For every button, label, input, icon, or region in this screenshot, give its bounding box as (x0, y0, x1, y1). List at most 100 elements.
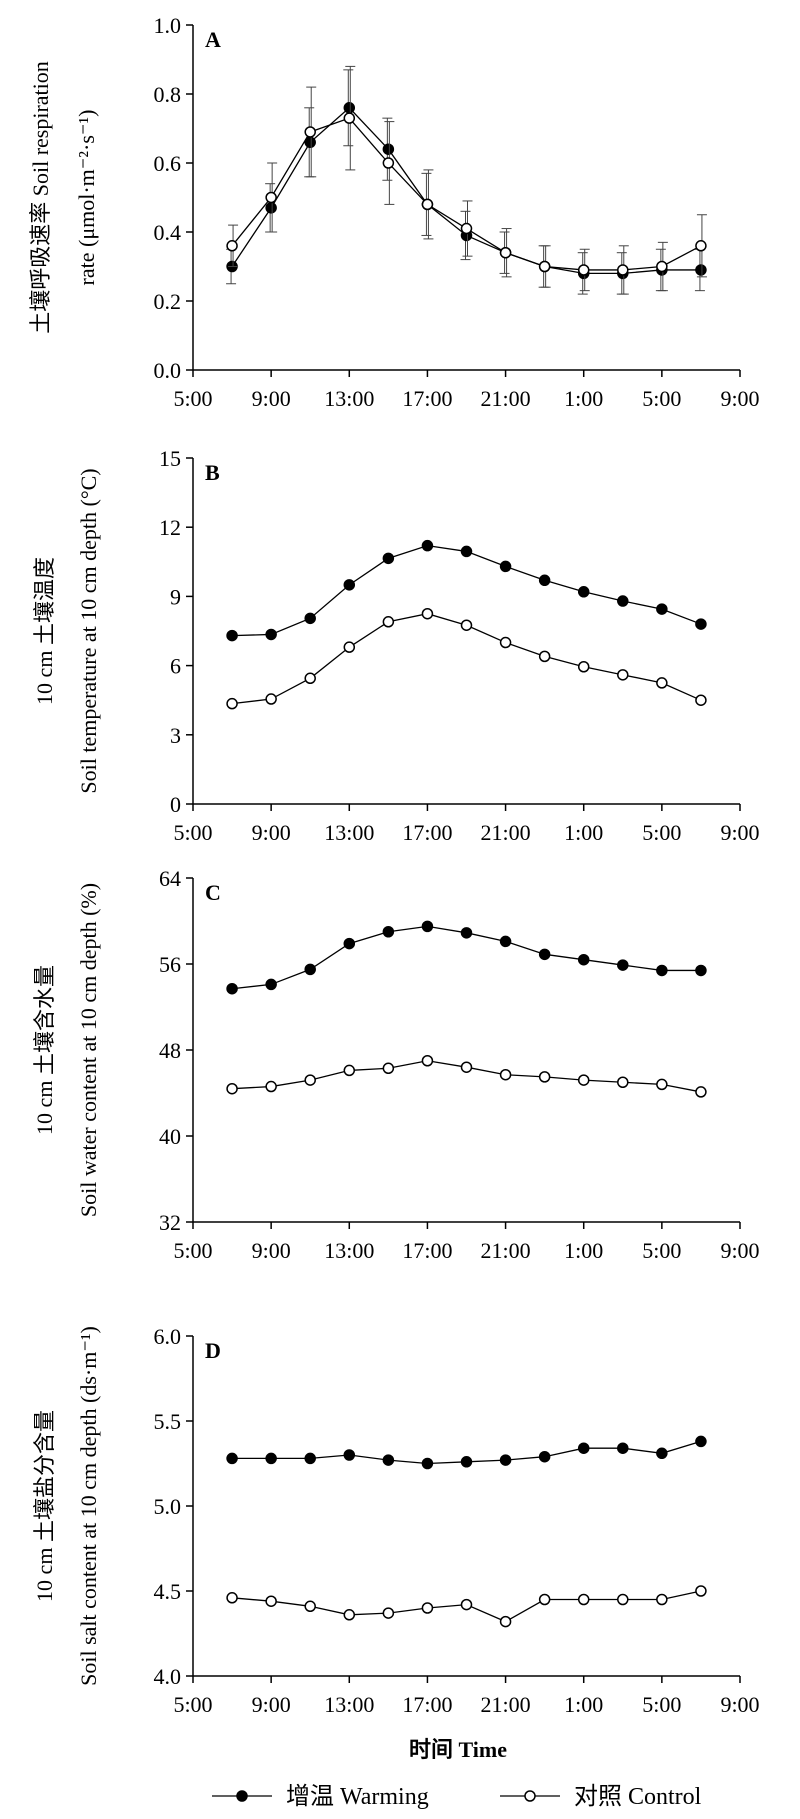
series-control (226, 65, 707, 295)
data-point (421, 1055, 434, 1067)
x-tick-label: 21:00 (481, 1692, 531, 1717)
data-point (265, 978, 277, 991)
data-point (617, 264, 629, 276)
data-point (304, 1600, 316, 1613)
x-tick-label: 1:00 (564, 1238, 603, 1263)
data-point (265, 1595, 277, 1607)
data-point (695, 964, 707, 977)
panel-tag: C (205, 880, 221, 905)
data-point (226, 629, 238, 642)
x-tick-label: 5:00 (642, 820, 681, 845)
data-point (538, 574, 551, 587)
x-axis-title: 时间 Time (409, 1737, 507, 1762)
data-point (656, 603, 668, 615)
x-tick-label: 9:00 (720, 1238, 759, 1263)
data-point (265, 191, 277, 204)
data-point (460, 1456, 473, 1468)
x-tick-label: 5:00 (173, 1238, 212, 1263)
data-point (421, 1457, 434, 1470)
y-tick-label: 6 (170, 654, 181, 679)
y-axis-title: 10 cm 土壤盐分含量 (32, 1410, 57, 1602)
x-tick-label: 13:00 (324, 1692, 374, 1717)
y-tick-label: 32 (159, 1210, 181, 1235)
y-tick-label: 40 (159, 1124, 181, 1149)
panel-C: 32 40 48 56 64 5:00 9:00 13:00 17:00 21:00 1:00 5:0… (32, 866, 760, 1263)
data-point (382, 552, 395, 565)
legend-label: 对照 Control (574, 1783, 702, 1810)
y-tick-label: 0.0 (154, 358, 182, 383)
y-tick-label: 5.0 (154, 1494, 182, 1519)
data-point (577, 1074, 590, 1086)
x-tick-label: 17:00 (402, 1238, 452, 1263)
y-axis-title: 10 cm 土壤含水量 (32, 965, 57, 1135)
data-point (421, 1602, 434, 1614)
panel-tag: A (205, 27, 221, 52)
data-point (226, 1082, 238, 1095)
data-point (226, 1592, 238, 1604)
panel-tag: D (205, 1338, 221, 1363)
data-point (617, 1442, 629, 1454)
y-axis-title: 土壤呼吸速率 Soil respiration (28, 61, 53, 334)
data-point (656, 964, 668, 977)
data-point (382, 1454, 395, 1466)
data-point (343, 579, 356, 591)
x-tick-label: 9:00 (252, 1238, 291, 1263)
data-point (382, 157, 395, 169)
data-point (460, 222, 473, 235)
data-point (460, 1598, 473, 1611)
x-tick-label: 5:00 (173, 1692, 212, 1717)
data-point (382, 1607, 395, 1619)
x-tick-label: 13:00 (324, 820, 374, 845)
data-point (538, 650, 551, 663)
y-tick-label: 0.8 (154, 82, 182, 107)
series-warming (226, 539, 707, 642)
data-point (343, 1449, 356, 1461)
data-point (304, 963, 316, 976)
data-point (617, 1076, 629, 1088)
data-point (226, 1452, 238, 1465)
x-tick-label: 9:00 (252, 820, 291, 845)
series-line (231, 117, 702, 271)
data-point (695, 240, 707, 252)
y-tick-label: 48 (159, 1038, 181, 1063)
panel-D: 4.0 4.5 5.0 5.5 6.0 5:00 9:00 13:00 17:00 21:00 1:… (32, 1324, 760, 1717)
x-tick-label: 9:00 (252, 1692, 291, 1717)
x-tick-label: 9:00 (720, 386, 759, 411)
x-tick-label: 5:00 (642, 386, 681, 411)
data-point (226, 982, 238, 995)
data-point (382, 926, 395, 938)
data-point (656, 1593, 668, 1606)
panel-tag: B (205, 460, 220, 485)
data-point (265, 693, 277, 705)
legend: 增温 Warming 对照 Control (212, 1783, 702, 1810)
series-line (231, 106, 701, 275)
data-point (304, 612, 316, 625)
data-point (304, 1452, 316, 1465)
data-point (695, 1086, 707, 1098)
x-tick-label: 13:00 (324, 386, 374, 411)
data-point (577, 661, 590, 673)
y-axis-title: 10 cm 土壤温度 (32, 557, 57, 705)
y-tick-label: 56 (159, 952, 181, 977)
x-tick-label: 5:00 (642, 1238, 681, 1263)
x-tick-label: 5:00 (642, 1692, 681, 1717)
data-point (421, 920, 434, 933)
x-tick-label: 13:00 (324, 1238, 374, 1263)
data-point (421, 607, 434, 620)
data-point (460, 927, 473, 939)
data-point (656, 677, 668, 689)
x-tick-label: 9:00 (252, 386, 291, 411)
data-point (499, 1615, 512, 1628)
y-tick-label: 0.6 (154, 151, 182, 176)
legend-marker (236, 1790, 248, 1802)
data-point (265, 1080, 277, 1093)
data-point (577, 264, 590, 276)
x-tick-label: 21:00 (481, 386, 531, 411)
y-axis-title: rate (μmol·m⁻²·s⁻¹) (74, 110, 99, 286)
y-tick-label: 3 (170, 723, 181, 748)
data-point (499, 1068, 512, 1081)
data-point (226, 240, 238, 252)
data-point (343, 1609, 356, 1621)
data-point (695, 694, 707, 706)
